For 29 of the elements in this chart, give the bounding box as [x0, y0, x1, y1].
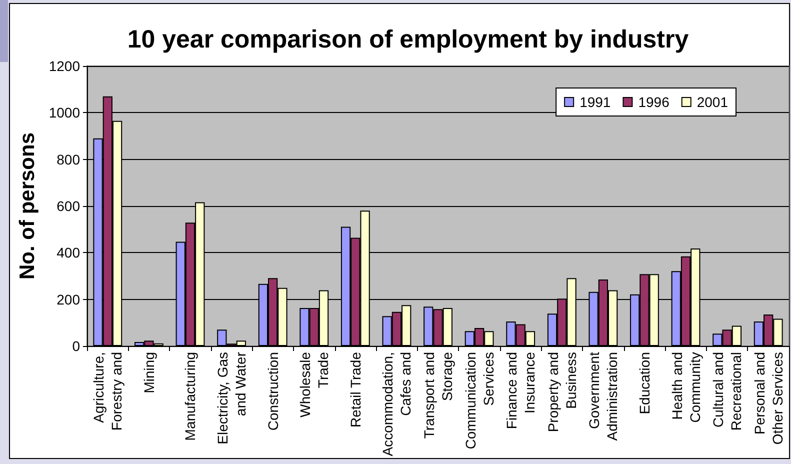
- y-tick-label: 600: [56, 198, 80, 214]
- y-tick-label: 0: [72, 338, 80, 354]
- x-tick-label: Education: [636, 352, 652, 414]
- x-tick-label: Accommodation, Cafes and: [380, 352, 414, 456]
- x-tick-label: Health and Community: [668, 352, 703, 423]
- x-tick-label: Electricity, Gas and Water: [214, 352, 249, 444]
- x-tick-label: Communication Services: [462, 352, 496, 450]
- y-tick-label: 400: [56, 244, 80, 261]
- y-tick-label: 200: [56, 291, 80, 308]
- x-tick-label: Agriculture, Forestry and: [90, 352, 125, 431]
- chart-title: 10 year comparison of employment by industry: [127, 26, 689, 54]
- legend-label: 2001: [696, 94, 728, 110]
- y-tick-label: 1000: [48, 104, 80, 121]
- x-tick-label: Finance and Insurance: [504, 352, 538, 430]
- x-tick-label: Transport and Storage: [421, 352, 455, 439]
- x-tick-label: Property and Business: [544, 352, 579, 432]
- x-tick-label: Wholesale Trade: [297, 352, 332, 418]
- x-tick-label: Mining: [140, 352, 157, 394]
- legend-label: 1991: [580, 94, 611, 110]
- y-tick-label: 1200: [48, 58, 80, 74]
- x-tick-label: Government Administration: [586, 352, 620, 441]
- x-tick-label: Cultural and Recreational: [710, 352, 744, 431]
- x-tick-label: Construction: [264, 352, 281, 431]
- x-tick-label: Personal and Other Services: [751, 352, 786, 445]
- y-tick-label: 800: [56, 151, 80, 168]
- x-tick-label: Manufacturing: [182, 352, 198, 441]
- x-tick-label: Retail Trade: [347, 352, 364, 428]
- legend-label: 1996: [638, 94, 670, 110]
- y-axis-title: No. of persons: [16, 132, 39, 280]
